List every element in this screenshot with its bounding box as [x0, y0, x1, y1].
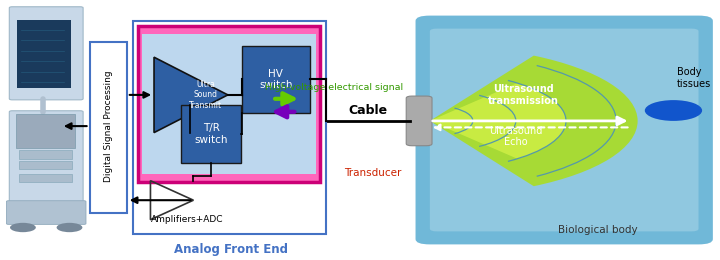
- Circle shape: [57, 223, 82, 232]
- Text: Amplifiers+ADC: Amplifiers+ADC: [150, 215, 223, 224]
- Circle shape: [10, 223, 36, 232]
- Bar: [242, 46, 310, 113]
- FancyBboxPatch shape: [430, 29, 698, 231]
- Wedge shape: [430, 83, 566, 159]
- Text: Transducer: Transducer: [344, 168, 401, 178]
- Circle shape: [645, 100, 702, 121]
- Text: Ultrasound
transmission: Ultrasound transmission: [487, 84, 559, 106]
- Text: High-voltage electrical signal: High-voltage electrical signal: [265, 83, 403, 92]
- Text: Ultra
Sound
Transmit: Ultra Sound Transmit: [189, 80, 222, 110]
- FancyBboxPatch shape: [415, 16, 713, 244]
- Text: Ultrasound
Echo: Ultrasound Echo: [489, 126, 543, 147]
- Text: Digital Signal Processing: Digital Signal Processing: [104, 70, 113, 182]
- Bar: [132, 21, 326, 234]
- Bar: [19, 150, 72, 159]
- Bar: [17, 20, 71, 88]
- Text: Analog Front End: Analog Front End: [174, 243, 288, 256]
- Bar: [181, 105, 241, 162]
- Bar: [19, 161, 72, 169]
- Bar: [138, 26, 320, 182]
- FancyBboxPatch shape: [9, 7, 83, 100]
- Text: Biological body: Biological body: [559, 225, 638, 235]
- FancyBboxPatch shape: [6, 201, 86, 224]
- Text: Body
tissues: Body tissues: [677, 67, 711, 89]
- Bar: [16, 114, 75, 148]
- Wedge shape: [430, 56, 638, 186]
- Bar: [142, 34, 316, 174]
- FancyBboxPatch shape: [406, 96, 432, 146]
- FancyBboxPatch shape: [9, 111, 83, 204]
- Bar: [19, 174, 72, 182]
- Bar: [89, 42, 127, 213]
- Polygon shape: [154, 57, 228, 133]
- Text: HV
switch: HV switch: [259, 68, 292, 90]
- Text: Cable: Cable: [348, 104, 387, 117]
- Text: T/R
switch: T/R switch: [194, 123, 228, 145]
